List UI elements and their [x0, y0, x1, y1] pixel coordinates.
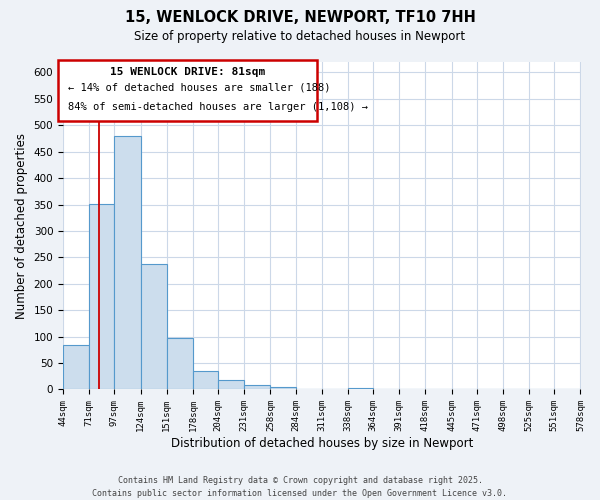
Text: 15 WENLOCK DRIVE: 81sqm: 15 WENLOCK DRIVE: 81sqm — [110, 67, 265, 77]
Bar — [348, 388, 373, 390]
Text: 84% of semi-detached houses are larger (1,108) →: 84% of semi-detached houses are larger (… — [68, 102, 368, 112]
Text: Size of property relative to detached houses in Newport: Size of property relative to detached ho… — [134, 30, 466, 43]
Y-axis label: Number of detached properties: Number of detached properties — [15, 132, 28, 318]
X-axis label: Distribution of detached houses by size in Newport: Distribution of detached houses by size … — [170, 437, 473, 450]
Bar — [244, 385, 271, 390]
Bar — [271, 387, 296, 390]
Text: ← 14% of detached houses are smaller (188): ← 14% of detached houses are smaller (18… — [68, 83, 331, 93]
Bar — [218, 380, 244, 390]
Text: Contains HM Land Registry data © Crown copyright and database right 2025.
Contai: Contains HM Land Registry data © Crown c… — [92, 476, 508, 498]
Bar — [63, 344, 89, 390]
Bar — [140, 264, 167, 390]
Bar — [193, 371, 218, 390]
FancyBboxPatch shape — [58, 60, 317, 121]
Bar — [89, 204, 115, 390]
Bar — [167, 338, 193, 390]
Text: 15, WENLOCK DRIVE, NEWPORT, TF10 7HH: 15, WENLOCK DRIVE, NEWPORT, TF10 7HH — [125, 10, 475, 25]
Bar — [115, 136, 140, 390]
